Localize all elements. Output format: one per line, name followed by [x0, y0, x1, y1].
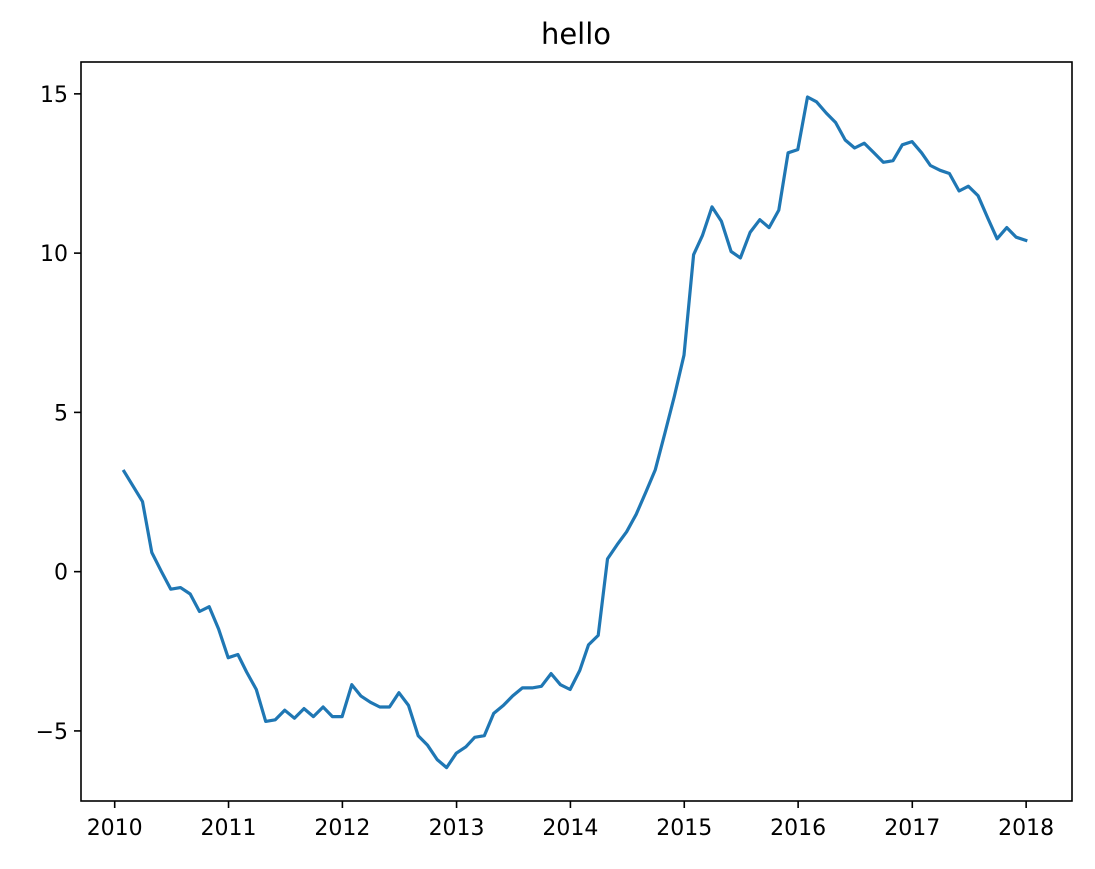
- x-tick-label: 2018: [998, 816, 1054, 841]
- x-axis: 2010 2011 2012 2013 2014 2015 2016 2017 2018: [87, 801, 1054, 841]
- x-tick-label: 2011: [201, 816, 257, 841]
- y-tick-label: 10: [40, 242, 68, 267]
- x-tick-label: 2012: [314, 816, 370, 841]
- series-line: [121, 95, 1028, 770]
- y-axis: −5 0 5 10 15: [36, 83, 81, 745]
- y-tick-label: −5: [36, 720, 68, 745]
- chart-title: hello: [541, 17, 611, 51]
- y-tick-label: 0: [54, 561, 68, 586]
- plot-frame: [80, 61, 1073, 802]
- x-tick-label: 2014: [542, 816, 598, 841]
- y-tick-label: 15: [40, 83, 68, 108]
- x-tick-label: 2015: [656, 816, 712, 841]
- x-tick-label: 2013: [429, 816, 485, 841]
- series-layer: [121, 95, 1028, 770]
- y-tick-label: 5: [54, 401, 68, 426]
- x-tick-label: 2017: [884, 816, 940, 841]
- x-tick-label: 2016: [770, 816, 826, 841]
- x-tick-label: 2010: [87, 816, 143, 841]
